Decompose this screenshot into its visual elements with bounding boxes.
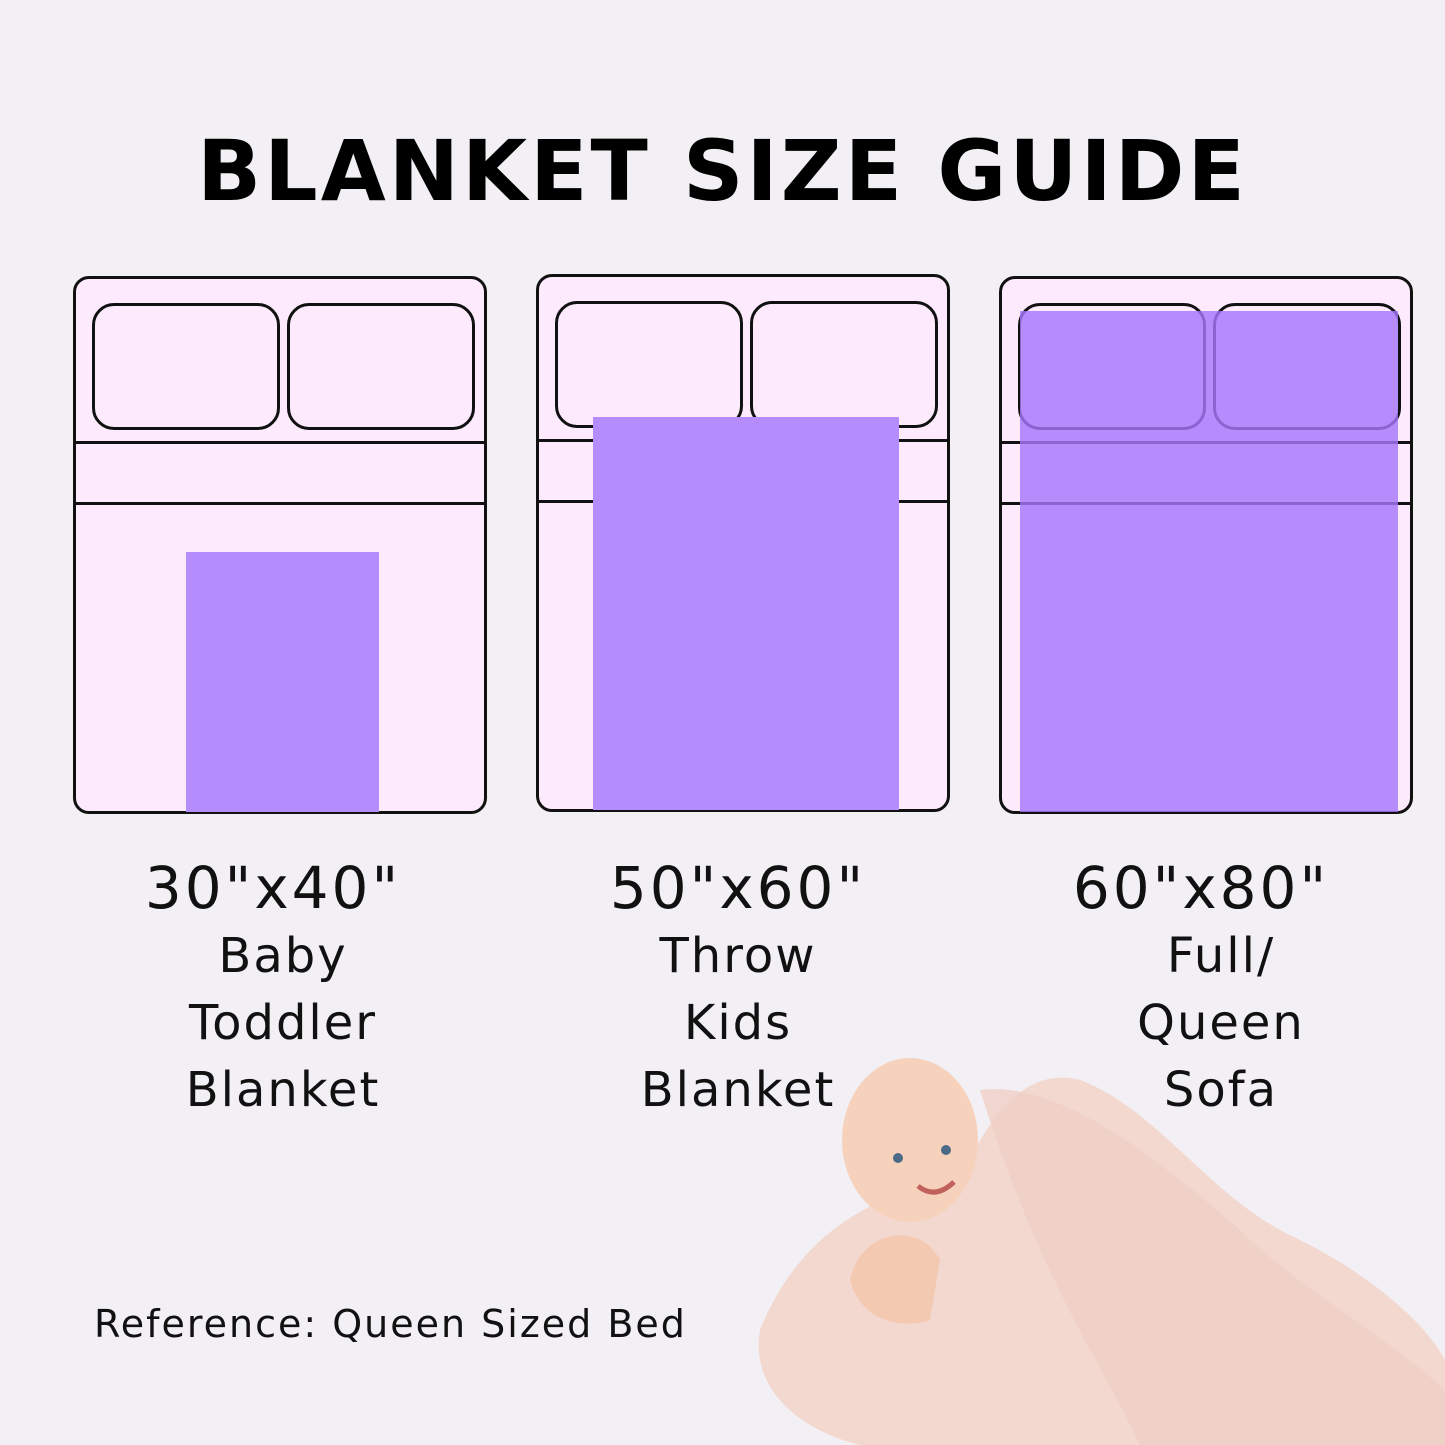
blanket-fold [980, 1089, 1445, 1445]
size-name: Sofa [1163, 1062, 1279, 1118]
baby-head [842, 1058, 978, 1222]
size-dimensions: 60"x80" [1072, 854, 1330, 922]
size-name: Toddler [188, 995, 378, 1051]
pillow [555, 301, 743, 428]
sheet-fold-line [76, 502, 484, 505]
baby-photo [758, 1058, 1445, 1445]
size-label-throw: 50"x60" Throw Kids Blanket [528, 853, 948, 1124]
size-name: Throw [659, 928, 817, 984]
size-name: Blanket [640, 1062, 836, 1118]
sheet-fold-line [76, 441, 484, 444]
size-label-baby: 30"x40" Baby Toddler Blanket [63, 853, 483, 1124]
baby-eye [941, 1145, 951, 1155]
pillow [750, 301, 938, 428]
blanket-30x40 [186, 552, 379, 812]
bed-diagram-throw [536, 274, 950, 812]
reference-note: Reference: Queen Sized Bed [94, 1302, 687, 1346]
baby-eye [893, 1153, 903, 1163]
size-dimensions: 50"x60" [609, 854, 867, 922]
size-dimensions: 30"x40" [144, 854, 402, 922]
size-label-queen: 60"x80" Full/ Queen Sofa [991, 853, 1411, 1124]
bed-diagram-queen [999, 276, 1413, 814]
size-name: Full/ [1166, 928, 1276, 984]
pillow [92, 303, 280, 430]
baby-arm [850, 1235, 940, 1324]
bed-diagram-baby [73, 276, 487, 814]
size-name: Baby [218, 928, 348, 984]
blanket-60x80 [1020, 311, 1398, 812]
baby-smile [916, 1180, 956, 1195]
size-name: Kids [683, 995, 793, 1051]
size-name: Blanket [185, 1062, 381, 1118]
blanket-50x60 [593, 417, 899, 810]
pillow [287, 303, 475, 430]
size-name: Queen [1137, 995, 1305, 1051]
page-title: BLANKET SIZE GUIDE [197, 122, 1248, 220]
